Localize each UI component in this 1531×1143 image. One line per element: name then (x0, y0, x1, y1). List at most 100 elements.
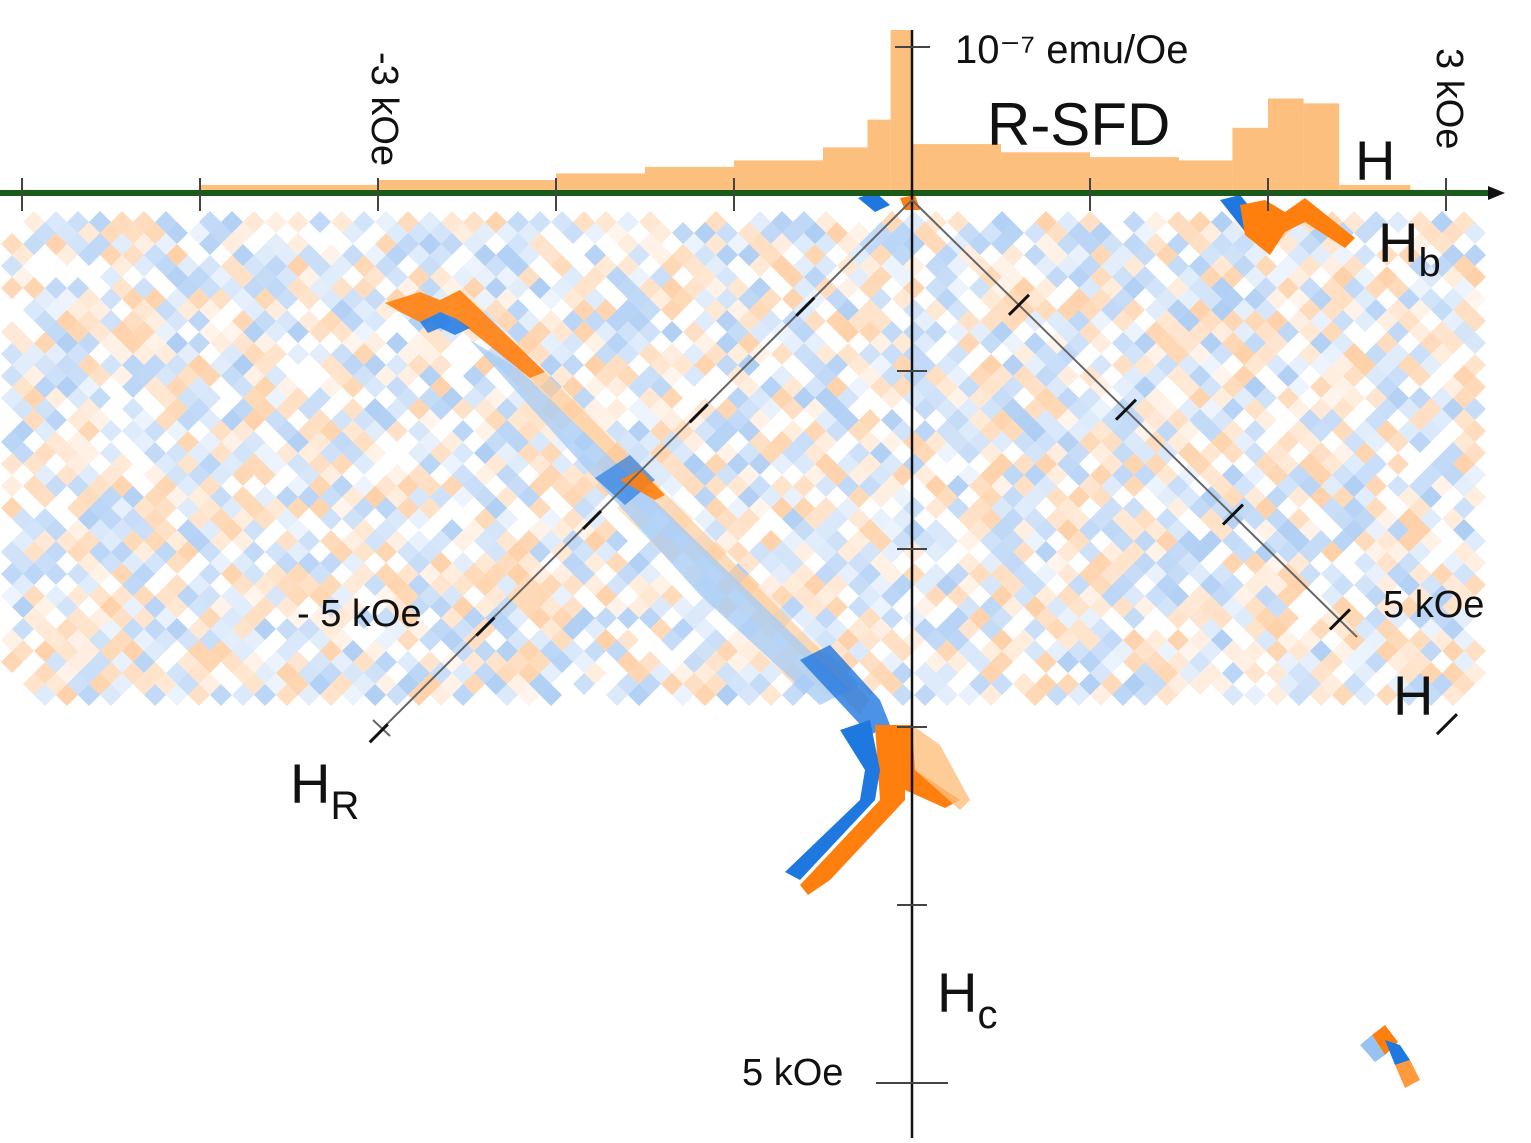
heatmap-cell (617, 255, 639, 277)
heatmap-cell (1123, 321, 1145, 343)
heatmap-cell (89, 629, 111, 651)
heatmap-cell (639, 387, 661, 409)
heatmap-cell (199, 541, 221, 563)
heatmap-cell (199, 651, 221, 673)
heatmap-cell (1233, 343, 1255, 365)
heatmap-cell (870, 288, 892, 310)
heatmap-cell (67, 409, 89, 431)
heatmap-cell (551, 475, 573, 497)
heatmap-cell (1343, 431, 1365, 453)
heatmap-cell (1145, 277, 1167, 299)
heatmap-cell (551, 453, 573, 475)
heatmap-cell (122, 222, 144, 244)
heatmap-cell (936, 398, 958, 420)
heatmap-cell (1167, 343, 1189, 365)
heatmap-cell (815, 431, 837, 453)
heatmap-cell (78, 398, 100, 420)
heatmap-cell (1068, 332, 1090, 354)
heatmap-cell (1398, 288, 1420, 310)
heatmap-cell (23, 607, 45, 629)
heatmap-cell (804, 310, 826, 332)
heatmap-cell (265, 409, 287, 431)
heatmap-cell (144, 310, 166, 332)
heatmap-cell (1189, 453, 1211, 475)
heatmap-cell (705, 343, 727, 365)
heatmap-cell (551, 607, 573, 629)
hr-axis-tick (581, 509, 603, 531)
heatmap-cell (1035, 519, 1057, 541)
histogram-bar (1232, 127, 1268, 193)
heatmap-cell (1376, 420, 1398, 442)
heatmap-cell (716, 442, 738, 464)
heatmap-cell (496, 618, 518, 640)
heatmap-cell (78, 552, 100, 574)
heatmap-cell (562, 332, 584, 354)
heatmap-cell (1046, 442, 1068, 464)
heatmap-cell (254, 596, 276, 618)
heatmap-cell (1156, 662, 1178, 684)
heatmap-cell (1244, 288, 1266, 310)
heatmap-cell (1002, 596, 1024, 618)
heatmap-cell (716, 332, 738, 354)
heatmap-cell (716, 288, 738, 310)
heatmap-cell (34, 420, 56, 442)
heatmap-cell (507, 321, 529, 343)
heatmap-cell (1222, 486, 1244, 508)
heatmap-cell (1068, 684, 1090, 706)
heatmap-cell (1398, 662, 1420, 684)
heatmap-cell (1024, 486, 1046, 508)
heatmap-cell (1365, 497, 1387, 519)
heatmap-cell (1057, 497, 1079, 519)
heatmap-cell (837, 475, 859, 497)
heatmap-cell (1343, 629, 1365, 651)
heatmap-cell (199, 387, 221, 409)
heatmap-cell (892, 244, 914, 266)
heatmap-cell (1343, 255, 1365, 277)
heatmap-cell (1332, 310, 1354, 332)
heatmap-cell (892, 508, 914, 530)
heatmap-cell (452, 398, 474, 420)
heatmap-cell (782, 420, 804, 442)
heatmap-cell (1299, 431, 1321, 453)
heatmap-cell (1024, 244, 1046, 266)
heatmap-cell (12, 354, 34, 376)
heatmap-cell (529, 453, 551, 475)
heatmap-cell (1178, 354, 1200, 376)
heatmap-cell (23, 211, 45, 233)
heatmap-cell (1046, 464, 1068, 486)
heatmap-cell (1288, 398, 1310, 420)
heatmap-cell (1189, 211, 1211, 233)
heatmap-cell (463, 277, 485, 299)
heatmap-cell (1079, 321, 1101, 343)
heatmap-cell (793, 607, 815, 629)
heatmap-cell (870, 486, 892, 508)
heatmap-cell (265, 299, 287, 321)
heatmap-cell (573, 475, 595, 497)
heatmap-cell (430, 574, 452, 596)
heatmap-cell (276, 398, 298, 420)
heatmap-cell (837, 409, 859, 431)
heatmap-cell (199, 497, 221, 519)
heatmap-cell (430, 376, 452, 398)
heatmap-cell (111, 255, 133, 277)
heatmap-cell (969, 651, 991, 673)
heatmap-cell (683, 277, 705, 299)
heatmap-cell (518, 530, 540, 552)
heatmap-cell (155, 519, 177, 541)
heatmap-cell (331, 255, 353, 277)
heatmap-cell (815, 255, 837, 277)
heatmap-cell (474, 662, 496, 684)
heatmap-cell (1068, 574, 1090, 596)
heatmap-cell (1123, 211, 1145, 233)
heatmap-cell (111, 365, 133, 387)
heatmap-cell (188, 310, 210, 332)
heatmap-cell (210, 464, 232, 486)
heatmap-cell (716, 640, 738, 662)
heatmap-cell (1365, 519, 1387, 541)
heatmap-cell (287, 387, 309, 409)
heatmap-cell (958, 552, 980, 574)
heatmap-cell (386, 420, 408, 442)
ridge-light-blue-trail (470, 340, 850, 705)
heatmap-cell (738, 420, 760, 442)
heatmap-cell (1343, 343, 1365, 365)
